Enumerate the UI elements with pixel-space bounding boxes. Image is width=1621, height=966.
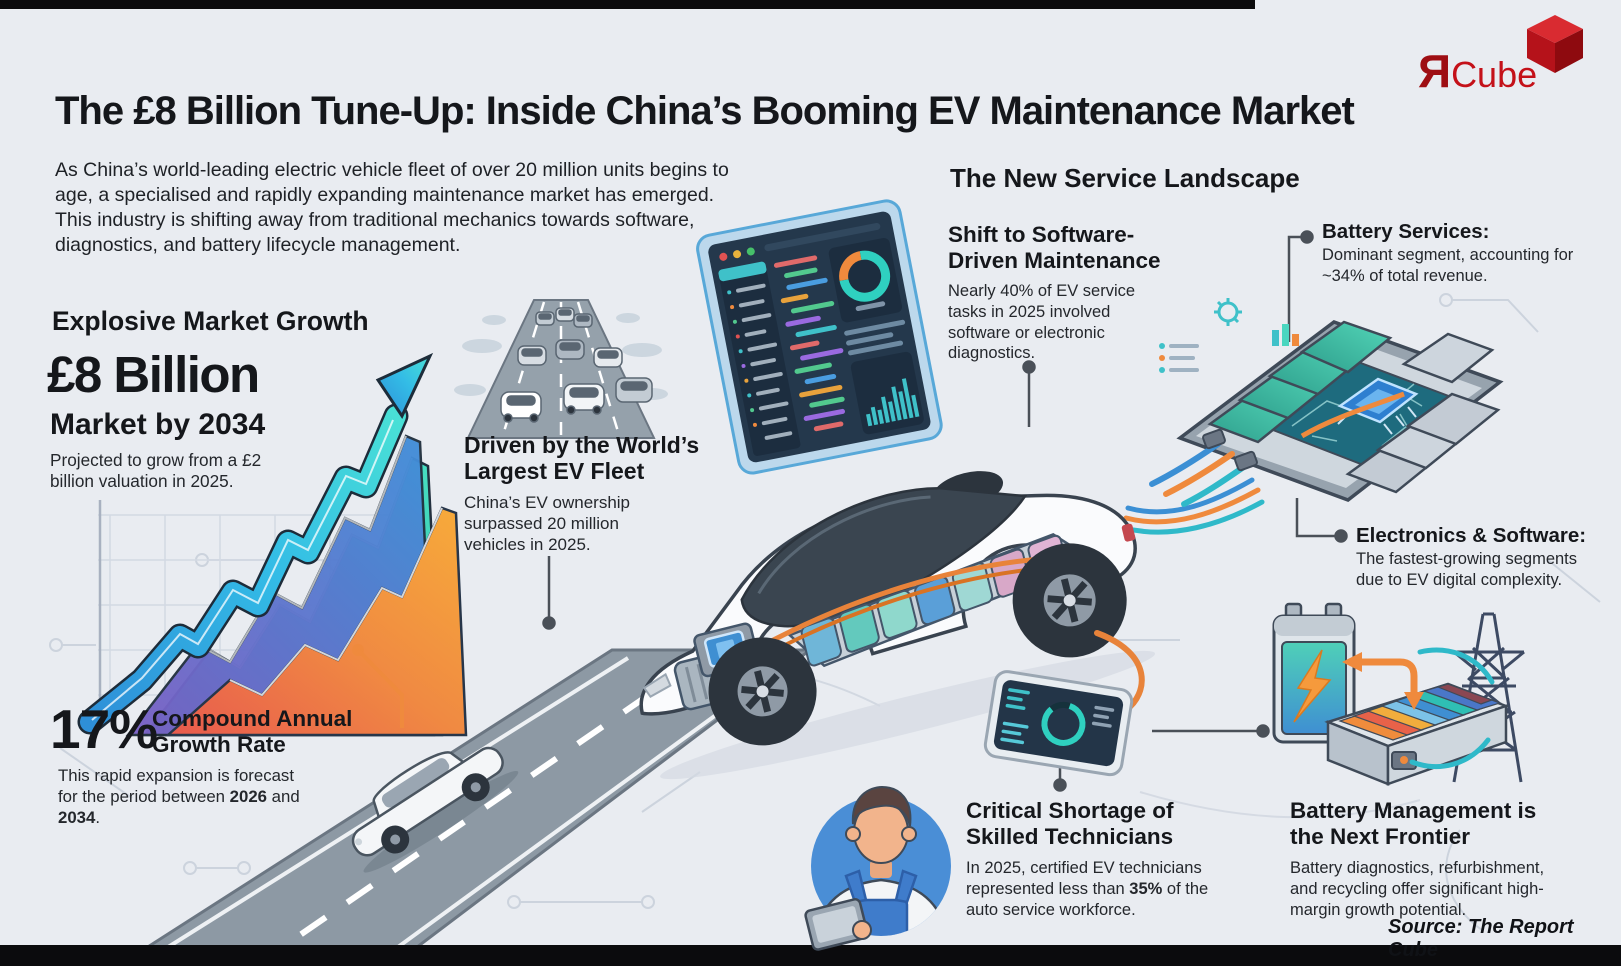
diagnostic-tablet-illustration — [983, 670, 1134, 777]
technicians-heading: Critical Shortage of Skilled Technicians — [966, 798, 1174, 849]
energy-flow-arrow — [1342, 652, 1424, 710]
list-icon — [1159, 343, 1199, 373]
pack-connectors — [1202, 428, 1258, 472]
cagr-value: 17% — [50, 698, 158, 760]
chart-arrow-blue — [77, 352, 434, 735]
landscape-heading: The New Service Landscape — [950, 163, 1300, 193]
electronics-body: The fastest-growing segments due to EV d… — [1356, 550, 1578, 589]
connector-electronics — [1295, 498, 1348, 543]
technicians-body-text: In 2025, certified EV technicians repres… — [966, 859, 1202, 898]
fleet-heading: Driven by the World’s Largest EV Fleet — [464, 432, 700, 485]
brand-cube-icon — [1527, 15, 1583, 73]
pack-modules-teal — [1207, 320, 1393, 444]
software-body: Nearly 40% of EV service tasks in 2025 i… — [948, 282, 1136, 363]
diagnostics-dashboard-illustration — [696, 199, 943, 475]
fleet-body: China’s EV ownership surpassed 20 millio… — [464, 493, 630, 555]
highway-illustration — [454, 299, 668, 439]
connector-battery-mgmt — [1152, 724, 1270, 738]
donut-gauge-widget — [828, 237, 903, 323]
market-growth-value: £8 Billion — [47, 346, 260, 403]
cagr-label: Compound Annual Growth Rate — [152, 706, 353, 757]
cagr-year-end: 2034 — [58, 807, 96, 827]
car-rear-wheel — [1012, 543, 1127, 658]
lightning-bolt-icon — [1293, 649, 1332, 723]
page-title: The £8 Billion Tune-Up: Inside China’s B… — [55, 89, 1355, 133]
pack-modules-gray — [1345, 332, 1501, 494]
bottom-letterbox-bar — [0, 945, 1621, 966]
grid-cables — [1409, 647, 1495, 770]
list-rows-widget — [844, 319, 906, 356]
electronics-heading: Electronics & Software: — [1356, 524, 1587, 547]
technicians-bold-stat: 35% — [1129, 879, 1163, 898]
top-letterbox-bar — [0, 0, 1255, 9]
intro-paragraph: As China’s world-leading electric vehicl… — [55, 159, 729, 256]
cagr-note-mid: and — [267, 786, 300, 806]
car-battery-modules — [800, 534, 1069, 667]
callout-connectors — [542, 230, 1348, 792]
cagr-note: This rapid expansion is forecast for the… — [58, 766, 310, 829]
brand-mark-rest: Cube — [1451, 54, 1538, 95]
battery-mgmt-heading: Battery Management is the Next Frontier — [1290, 798, 1537, 849]
technician-illustration — [804, 785, 951, 951]
car-glass-canopy — [740, 487, 1028, 628]
orange-trace-decoration — [352, 644, 404, 728]
technician-neck — [870, 860, 892, 878]
connector-software — [1022, 360, 1036, 427]
cagr-note-text: This rapid expansion is forecast for the… — [58, 766, 294, 806]
connector-fleet — [542, 556, 556, 630]
technicians-body-end: of the auto service workforce. — [966, 879, 1209, 919]
market-growth-value-label: Market by 2034 — [50, 408, 266, 441]
car-front-wheel — [708, 637, 817, 746]
gear-icon — [1214, 298, 1242, 326]
mini-bars-icon — [1272, 324, 1299, 346]
code-lines — [773, 255, 846, 432]
floating-icons — [1159, 298, 1299, 373]
battery-mgmt-body: Battery diagnostics, refurbishment, and … — [1290, 859, 1545, 919]
battery-pack-illustration — [1149, 298, 1504, 507]
software-heading: Shift to Software-Driven Maintenance — [948, 222, 1161, 273]
cagr-note-end: . — [95, 807, 101, 827]
technician-hair — [851, 785, 912, 827]
bar-chart-widget — [850, 351, 924, 435]
pack-internal-cable — [1300, 391, 1405, 439]
brand-logo: ЯCube — [1418, 44, 1537, 98]
cagr-year-start: 2026 — [229, 786, 267, 806]
battery-services-heading: Battery Services: — [1322, 220, 1490, 243]
connector-battery-services — [1287, 230, 1314, 342]
source-credit: Source: The Report Cube — [1388, 916, 1574, 961]
market-growth-note: Projected to grow from a £2 billion valu… — [50, 450, 262, 491]
battery-grid-illustration — [1272, 602, 1525, 786]
small-ev-car-illustration — [351, 746, 519, 873]
market-growth-heading: Explosive Market Growth — [52, 306, 369, 336]
technician-hand — [852, 920, 872, 940]
brand-mark-r: Я — [1418, 45, 1452, 97]
ev-car-cutaway-illustration — [639, 471, 1156, 780]
technicians-body: In 2025, certified EV technicians repres… — [966, 858, 1214, 920]
car-headlight — [642, 672, 672, 698]
sidebar-panel — [718, 261, 801, 456]
battery-with-bolt — [1272, 602, 1356, 744]
battery-services-body: Dominant segment, accounting for ~34% of… — [1322, 246, 1574, 285]
car-taillight — [1121, 523, 1136, 542]
traffic-cars — [500, 307, 653, 423]
window-traffic-dots — [719, 222, 881, 261]
technician-tablet — [804, 898, 869, 951]
car-to-batterypack-cables — [1121, 477, 1265, 535]
growth-arrow-chart — [77, 352, 468, 737]
